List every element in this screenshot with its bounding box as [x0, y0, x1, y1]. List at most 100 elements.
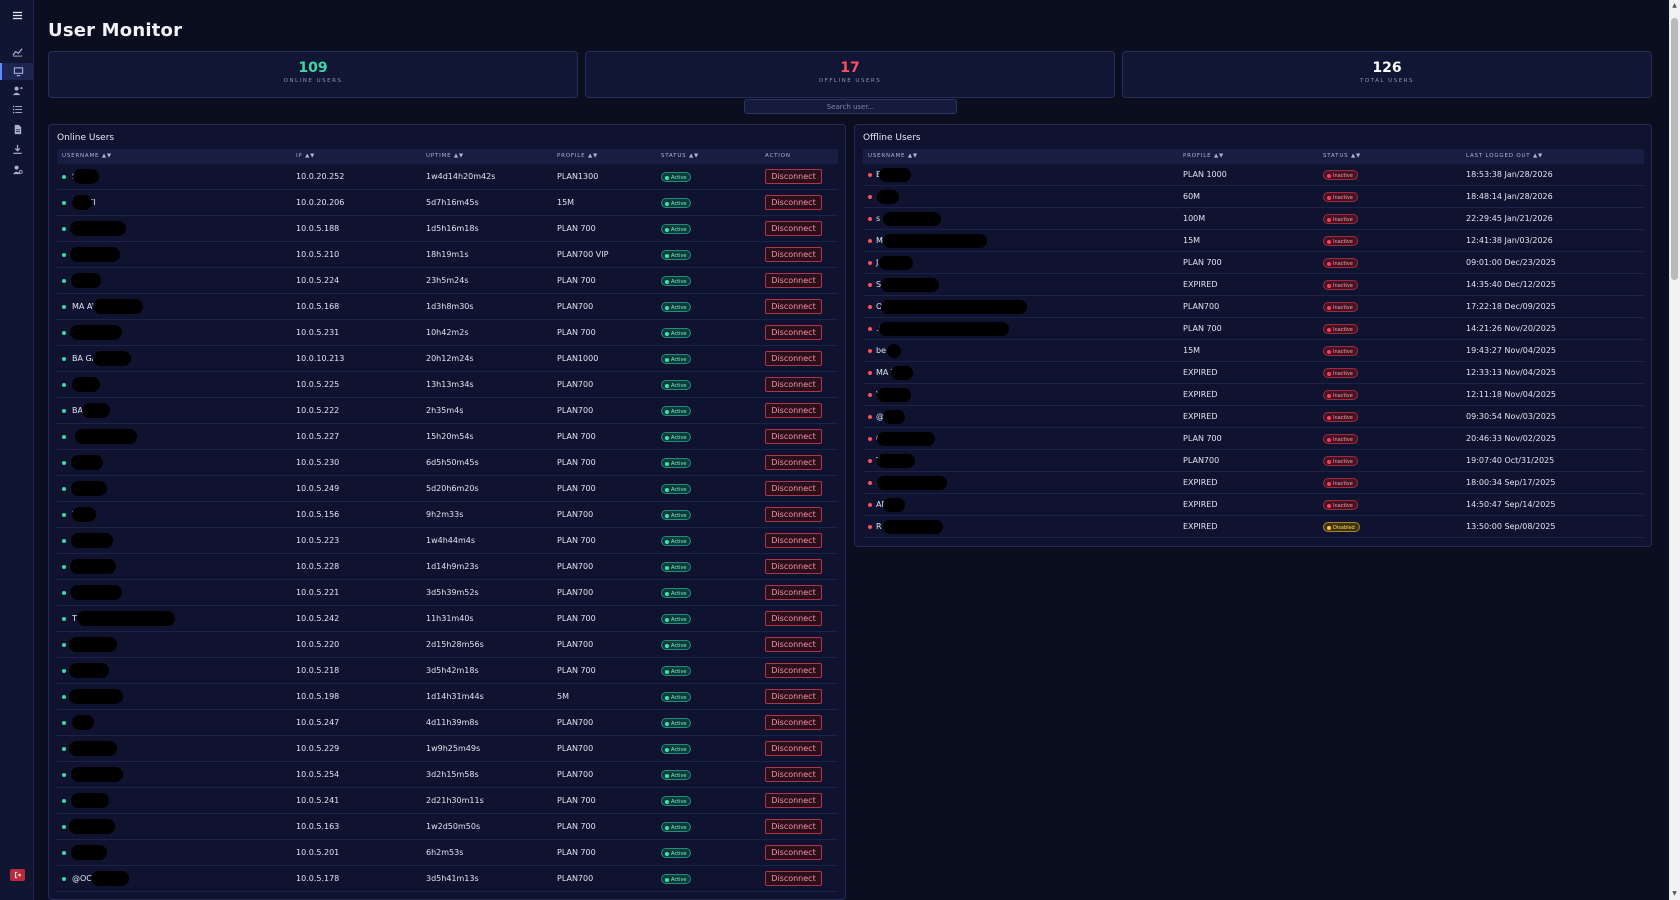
redaction [72, 377, 100, 392]
uptime-cell: 3d5h42m18s [426, 666, 479, 675]
disconnect-button[interactable]: Disconnect [765, 273, 822, 288]
profile-cell: PLAN700 [557, 874, 594, 883]
disconnect-button[interactable]: Disconnect [765, 689, 822, 704]
status-badge: Active [661, 666, 692, 676]
disconnect-button[interactable]: Disconnect [765, 559, 822, 574]
uptime-cell: 11h31m40s [426, 614, 474, 623]
profile-cell: EXPIRED [1183, 368, 1218, 377]
user-settings-icon[interactable] [9, 161, 26, 178]
disconnect-button[interactable]: Disconnect [765, 481, 822, 496]
username-cell: S [876, 280, 882, 289]
disconnect-button[interactable]: Disconnect [765, 455, 822, 470]
col-ip[interactable]: IP ▲▼ [296, 153, 316, 159]
col-status[interactable]: STATUS ▲▼ [1323, 153, 1362, 159]
disconnect-button[interactable]: Disconnect [765, 507, 822, 522]
profile-cell: PLAN 700 [1183, 324, 1222, 333]
add-user-icon[interactable] [9, 82, 26, 99]
profile-cell: EXPIRED [1183, 478, 1218, 487]
scroll-up-icon[interactable]: ▲ [1672, 2, 1677, 9]
status-badge: Inactive [1323, 500, 1358, 510]
monitor-icon[interactable] [0, 63, 34, 80]
redaction [70, 559, 116, 574]
col-uptime[interactable]: UPTIME ▲▼ [426, 153, 464, 159]
redaction [72, 507, 96, 522]
last-logged-out-cell: 19:07:40 Oct/31/2025 [1466, 456, 1555, 465]
status-badge: Active [661, 822, 692, 832]
table-row: TXPLAN700Inactive19:07:40 Oct/31/2025 [863, 450, 1644, 472]
scroll-down-icon[interactable]: ▼ [1672, 890, 1677, 897]
col-action: ACTION [765, 153, 791, 159]
page-scrollbar[interactable]: ▲ ▼ [1669, 0, 1680, 900]
table-row: BA OS110.0.5.2222h35m4sPLAN700ActiveDisc… [57, 398, 838, 424]
col-last-logged-out[interactable]: LAST LOGGED OUT ▲▼ [1466, 153, 1544, 159]
username-cell: @OCREE [72, 874, 108, 883]
username-cell: J [876, 258, 879, 267]
disconnect-button[interactable]: Disconnect [765, 585, 822, 600]
status-badge: Active [661, 744, 692, 754]
total-users-card: 126 TOTAL USERS [1122, 51, 1652, 98]
disconnect-button[interactable]: Disconnect [765, 403, 822, 418]
offline-panel-title: Offline Users [863, 133, 921, 143]
last-logged-out-cell: 09:01:00 Dec/23/2025 [1466, 258, 1556, 267]
ip-cell: 10.0.5.222 [296, 406, 340, 415]
profile-cell: EXPIRED [1183, 390, 1218, 399]
search-input[interactable] [744, 99, 957, 114]
document-icon[interactable] [9, 121, 26, 138]
disconnect-button[interactable]: Disconnect [765, 247, 822, 262]
status-dot [62, 721, 66, 725]
redaction [877, 454, 915, 468]
logout-icon[interactable] [10, 869, 25, 881]
disconnect-button[interactable]: Disconnect [765, 429, 822, 444]
status-badge: Inactive [1323, 434, 1358, 444]
disconnect-button[interactable]: Disconnect [765, 195, 822, 210]
disconnect-button[interactable]: Disconnect [765, 221, 822, 236]
status-dot [62, 851, 66, 855]
menu-icon[interactable] [9, 7, 26, 24]
uptime-cell: 2h35m4s [426, 406, 464, 415]
col-username[interactable]: USERNAME ▲▼ [868, 153, 918, 159]
redaction [72, 195, 92, 210]
disconnect-button[interactable]: Disconnect [765, 663, 822, 678]
profile-cell: PLAN700 [1183, 302, 1220, 311]
disconnect-button[interactable]: Disconnect [765, 351, 822, 366]
profile-cell: PLAN 700 [557, 276, 596, 285]
disconnect-button[interactable]: Disconnect [765, 637, 822, 652]
disconnect-button[interactable]: Disconnect [765, 533, 822, 548]
status-dot [62, 825, 66, 829]
table-row: BIN TI10.0.20.2065d7h16m45s15MActiveDisc… [57, 190, 838, 216]
chart-icon[interactable] [9, 43, 26, 60]
disconnect-button[interactable]: Disconnect [765, 845, 822, 860]
disconnect-button[interactable]: Disconnect [765, 819, 822, 834]
status-dot [62, 617, 66, 621]
disconnect-button[interactable]: Disconnect [765, 715, 822, 730]
disconnect-button[interactable]: Disconnect [765, 377, 822, 392]
status-badge: Inactive [1323, 390, 1358, 400]
profile-cell: PLAN 700 [557, 822, 596, 831]
offline-users-card: 17 OFFLINE USERS [585, 51, 1115, 98]
disconnect-button[interactable]: Disconnect [765, 793, 822, 808]
table-row: YEXPIREDInactive12:11:18 Nov/04/2025 [863, 384, 1644, 406]
disconnect-button[interactable]: Disconnect [765, 169, 822, 184]
status-dot [62, 799, 66, 803]
ip-cell: 10.0.5.227 [296, 432, 340, 441]
table-row: 10.0.5.225 13h13m34s PLAN700 Active Disconne… [57, 372, 838, 398]
disconnect-button[interactable]: Disconnect [765, 325, 822, 340]
disconnect-button[interactable]: Disconnect [765, 299, 822, 314]
offline-label: OFFLINE USERS [818, 78, 882, 84]
disconnect-button[interactable]: Disconnect [765, 871, 822, 886]
ip-cell: 10.0.5.231 [296, 328, 340, 337]
status-dot [62, 695, 66, 699]
col-username[interactable]: USERNAME ▲▼ [62, 153, 112, 159]
disconnect-button[interactable]: Disconnect [765, 767, 822, 782]
disconnect-button[interactable]: Disconnect [765, 741, 822, 756]
total-count: 126 [1372, 60, 1402, 76]
scrollbar-thumb[interactable] [1671, 18, 1678, 280]
disconnect-button[interactable]: Disconnect [765, 611, 822, 626]
list-icon[interactable] [9, 101, 26, 118]
status-badge: Active [661, 276, 692, 286]
table-row: MA AW1 10.0.5.168 1d3h8m30s PLAN700 Active Di… [57, 294, 838, 320]
col-profile[interactable]: PROFILE ▲▼ [1183, 153, 1224, 159]
profile-cell: 15M [1183, 236, 1201, 245]
download-icon[interactable] [9, 141, 26, 158]
col-profile[interactable]: PROFILE ▲▼ [557, 153, 598, 159]
